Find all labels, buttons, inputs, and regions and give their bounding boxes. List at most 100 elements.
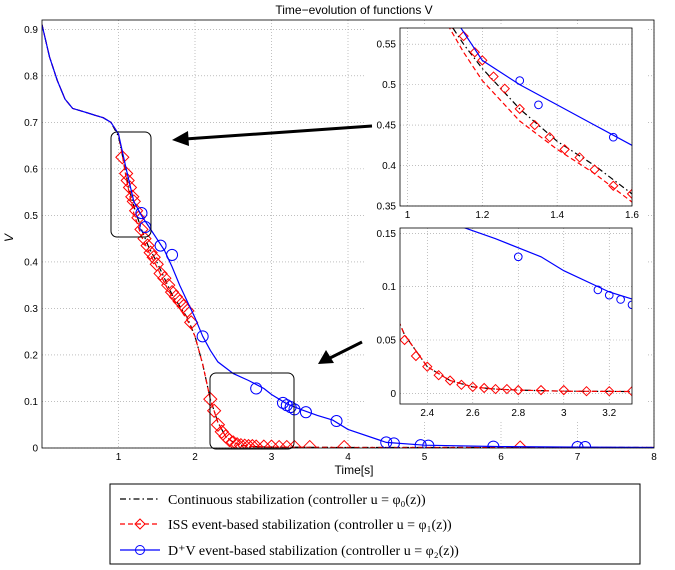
inset-top-marker-diamond [626, 188, 632, 200]
inset-bottom-marker-circle [513, 252, 523, 262]
legend-box [109, 483, 641, 565]
main-marker-circle [135, 207, 148, 220]
inset-bottom-y-tick-label: 0 [390, 389, 396, 400]
inset-top-marker-diamond [544, 132, 555, 143]
main-marker-circle [571, 441, 584, 448]
main-marker-circle [154, 239, 167, 252]
legend-label-continuous: Continuous stabilization (controller u =… [168, 493, 426, 508]
main-marker-diamond [210, 417, 226, 432]
inset-top-y-tick-label: 0.4 [382, 161, 396, 172]
main-marker-diamond [126, 194, 142, 209]
main-marker-diamond [120, 173, 135, 188]
main-x-tick-label: 4 [345, 452, 351, 463]
inset-bottom: 2.4 2.6 2.8 3 3.2 0 0.05 0.1 0.15 [376, 227, 633, 419]
main-y-tick-label: 0.3 [24, 304, 38, 315]
inset-top-marker-diamond [499, 83, 510, 94]
main-x-tick-label: 2 [192, 452, 198, 463]
inset-bottom-series-group [400, 228, 632, 397]
inset-top-marker-diamond [608, 180, 619, 191]
zoom-box-lower [209, 372, 295, 450]
main-marker-diamond [157, 270, 172, 286]
inset-bottom-marker-diamond [444, 375, 456, 386]
main-marker-diamond [146, 250, 161, 265]
inset-bottom-x-tick-label: 2.4 [420, 408, 434, 419]
inset-bottom-x-tick-label: 2.6 [466, 408, 480, 419]
main-y-tick-label: 0.6 [24, 164, 38, 175]
main-x-tick-label: 7 [575, 452, 581, 463]
main-marker-diamond [128, 203, 144, 218]
main-marker-diamond [118, 166, 134, 181]
main-marker-circle [284, 401, 297, 414]
main-marker-diamond [245, 438, 260, 448]
inset-bottom-marker-circle [616, 295, 625, 304]
main-marker-diamond [153, 266, 168, 281]
inset-bottom-marker-diamond [501, 383, 513, 395]
main-x-tick-label: 6 [498, 452, 504, 463]
inset-bottom-x-tick-label: 3 [561, 408, 567, 419]
inset-bottom-marker-diamond [626, 385, 632, 397]
main-marker-circle [166, 248, 179, 261]
inset-top-x-tick-label: 1.4 [550, 210, 564, 221]
zoom-box-upper [110, 131, 152, 238]
inset-top-marker-diamond [469, 47, 481, 58]
inset-bottom-plot-area [400, 228, 632, 404]
inset-bottom-marker-circle [604, 290, 614, 300]
inset-top-marker-diamond [574, 152, 585, 163]
inset-top: 1 1.2 1.4 1.6 0.35 0.4 0.45 0.5 0.55 [366, 24, 646, 224]
inset-top-x-tick-label: 1.2 [475, 210, 489, 221]
main-marker-circle [487, 440, 500, 448]
main-marker-diamond [115, 150, 130, 165]
inset-top-marker-diamond [589, 164, 600, 175]
legend-entry-iss: ISS event-based stabilization (controlle… [120, 518, 452, 533]
main-marker-circle [276, 396, 290, 409]
inset-top-marker-diamond [529, 119, 540, 131]
inset-top-marker-diamond [451, 28, 454, 30]
inset-top-marker-diamond [488, 71, 499, 82]
main-marker-diamond [172, 294, 187, 309]
main-marker-circle [414, 439, 427, 448]
y-axis-label: V [2, 233, 16, 242]
main-y-tick-label: 0.2 [24, 350, 38, 361]
main-marker-diamond [256, 439, 272, 448]
main-marker-diamond [279, 439, 295, 448]
inset-bottom-marker-diamond [535, 384, 547, 396]
legend-marker-iss [134, 518, 146, 530]
inset-bottom-y-tick-label: 0.1 [382, 282, 396, 293]
main-y-tick-label: 0.7 [24, 118, 38, 129]
main-marker-diamond [287, 439, 302, 448]
inset-bottom-y-tick-label: 0.05 [377, 336, 397, 347]
inset-bottom-marker-diamond [478, 382, 490, 394]
inset-top-marker-diamond [514, 103, 525, 115]
main-x-tick-label: 1 [116, 452, 122, 463]
main-marker-circle [579, 441, 592, 448]
main-marker-circle [299, 406, 312, 419]
inset-bottom-marker-diamond [456, 379, 467, 391]
main-marker-diamond [248, 439, 264, 448]
main-marker-diamond [122, 180, 138, 195]
inset-top-marker-diamond [559, 144, 570, 155]
inset-top-y-tick-label: 0.5 [382, 80, 396, 91]
inset-bottom-marker-diamond [490, 383, 501, 395]
main-y-tick-label: 0.5 [24, 211, 38, 222]
inset-bottom-x-tick-label: 2.8 [511, 408, 525, 419]
inset-top-y-tick-label: 0.35 [377, 202, 397, 213]
main-marker-diamond [161, 277, 176, 293]
main-marker-diamond [226, 435, 241, 448]
main-marker-diamond [125, 189, 140, 204]
inset-bottom-marker-diamond [422, 361, 433, 372]
inset-bottom-marker-diamond [558, 384, 569, 396]
main-marker-diamond [214, 424, 229, 439]
main-x-tick-label: 3 [269, 452, 275, 463]
arrow-upper [172, 124, 373, 146]
arrow-lower [318, 340, 363, 364]
main-marker-diamond [336, 439, 352, 448]
inset-bottom-series-line-1 [400, 322, 632, 393]
main-marker-diamond [302, 439, 317, 448]
main-marker-diamond [168, 289, 184, 305]
main-marker-circle [250, 382, 263, 395]
legend-entry-dplusv: D⁺V event-based stabilization (controlle… [120, 544, 459, 559]
inset-top-marker-circle [608, 132, 618, 142]
inset-top-y-tick-label: 0.45 [377, 121, 397, 132]
